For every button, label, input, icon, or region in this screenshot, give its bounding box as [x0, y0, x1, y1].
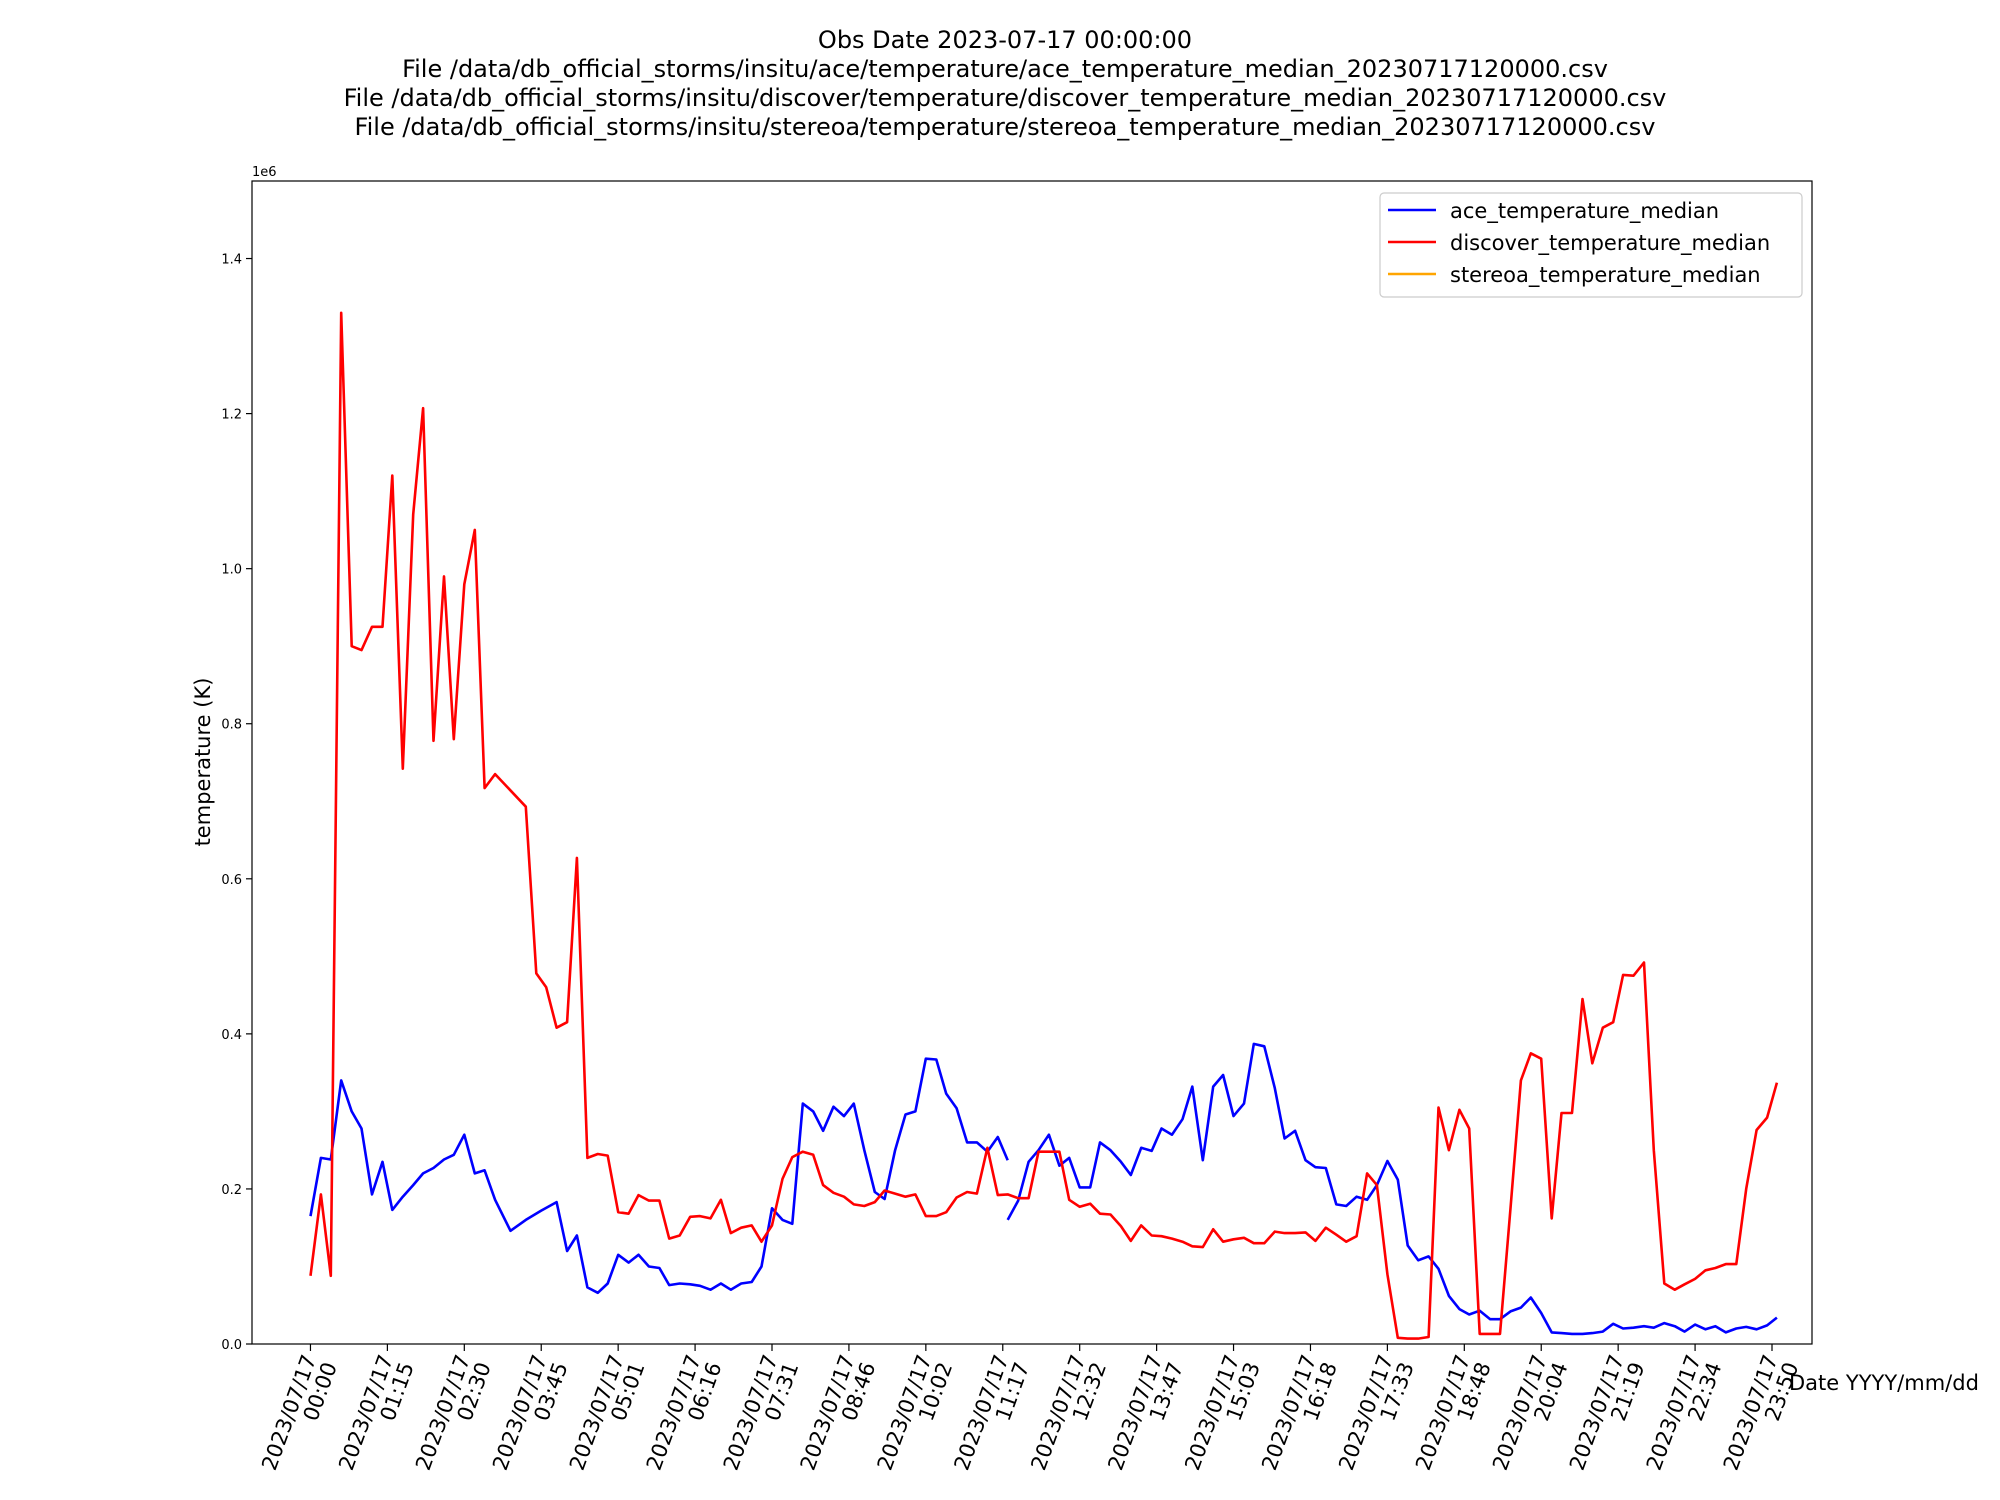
x-tick-label: 2023/07/1707:31	[719, 1352, 804, 1481]
legend-entry-stereoa: stereoa_temperature_median	[1450, 263, 1761, 288]
y-multiplier-label: 1e6	[252, 165, 277, 180]
title-line-discover-file: File /data/db_official_storms/insitu/dis…	[344, 84, 1667, 112]
x-tick-label: 2023/07/1705:01	[565, 1352, 650, 1481]
x-tick-label: 2023/07/1711:17	[950, 1352, 1035, 1481]
y-tick-label: 1.4	[221, 253, 242, 268]
y-tick-label: 0.0	[221, 1338, 242, 1353]
y-axis-label: temperature (K)	[191, 678, 215, 847]
title-line-obs-date: Obs Date 2023-07-17 00:00:00	[818, 26, 1192, 54]
y-tick-label: 0.4	[221, 1028, 242, 1043]
x-tick-label: 2023/07/1721:19	[1565, 1352, 1650, 1481]
x-axis-label: Date YYYY/mm/dd	[1789, 1371, 1979, 1395]
x-tick-label: 2023/07/1710:02	[873, 1352, 958, 1481]
plot-area-frame	[251, 180, 1813, 1345]
x-axis-ticks: 2023/07/1700:002023/07/1701:152023/07/17…	[257, 1344, 1803, 1481]
x-tick-label: 2023/07/1722:34	[1642, 1352, 1727, 1481]
y-axis-ticks: 0.0 0.2 0.4 0.6 0.8 1.0 1.2 1.4	[221, 253, 252, 1353]
y-tick-label: 0.8	[221, 718, 242, 733]
y-tick-label: 0.6	[221, 873, 242, 888]
y-tick-label: 0.2	[221, 1183, 242, 1198]
x-tick-label: 2023/07/1718:48	[1411, 1352, 1496, 1481]
series-line-ace_temperature_median	[309, 1057, 1009, 1295]
y-tick-label: 1.2	[221, 408, 242, 423]
legend: ace_temperature_median discover_temperat…	[1379, 192, 1803, 298]
title-line-stereoa-file: File /data/db_official_storms/insitu/ste…	[355, 113, 1656, 141]
x-tick-label: 2023/07/1700:00	[257, 1352, 342, 1481]
chart-title: Obs Date 2023-07-17 00:00:00 File /data/…	[344, 26, 1667, 141]
title-line-ace-file: File /data/db_official_storms/insitu/ace…	[402, 55, 1608, 83]
x-tick-label: 2023/07/1706:16	[642, 1352, 727, 1481]
x-tick-label: 2023/07/1712:32	[1026, 1352, 1111, 1481]
plot-series	[309, 311, 1779, 1340]
legend-entry-discover: discover_temperature_median	[1450, 231, 1770, 256]
x-tick-label: 2023/07/1716:18	[1257, 1352, 1342, 1481]
x-tick-label: 2023/07/1715:03	[1180, 1352, 1265, 1481]
x-tick-label: 2023/07/1713:47	[1103, 1352, 1188, 1481]
x-tick-label: 2023/07/1701:15	[334, 1352, 419, 1481]
x-tick-label: 2023/07/1703:45	[488, 1352, 573, 1481]
series-line-ace_temperature_median	[1006, 1042, 1778, 1336]
series-line-discover_temperature_median	[309, 311, 1779, 1340]
y-tick-label: 1.0	[221, 563, 242, 578]
legend-box	[1379, 192, 1803, 298]
legend-entry-ace: ace_temperature_median	[1450, 199, 1719, 224]
x-tick-label: 2023/07/1702:30	[411, 1352, 496, 1481]
x-tick-label: 2023/07/1717:33	[1334, 1352, 1419, 1481]
x-tick-label: 2023/07/1708:46	[796, 1352, 881, 1481]
x-tick-label: 2023/07/1720:04	[1488, 1352, 1573, 1481]
